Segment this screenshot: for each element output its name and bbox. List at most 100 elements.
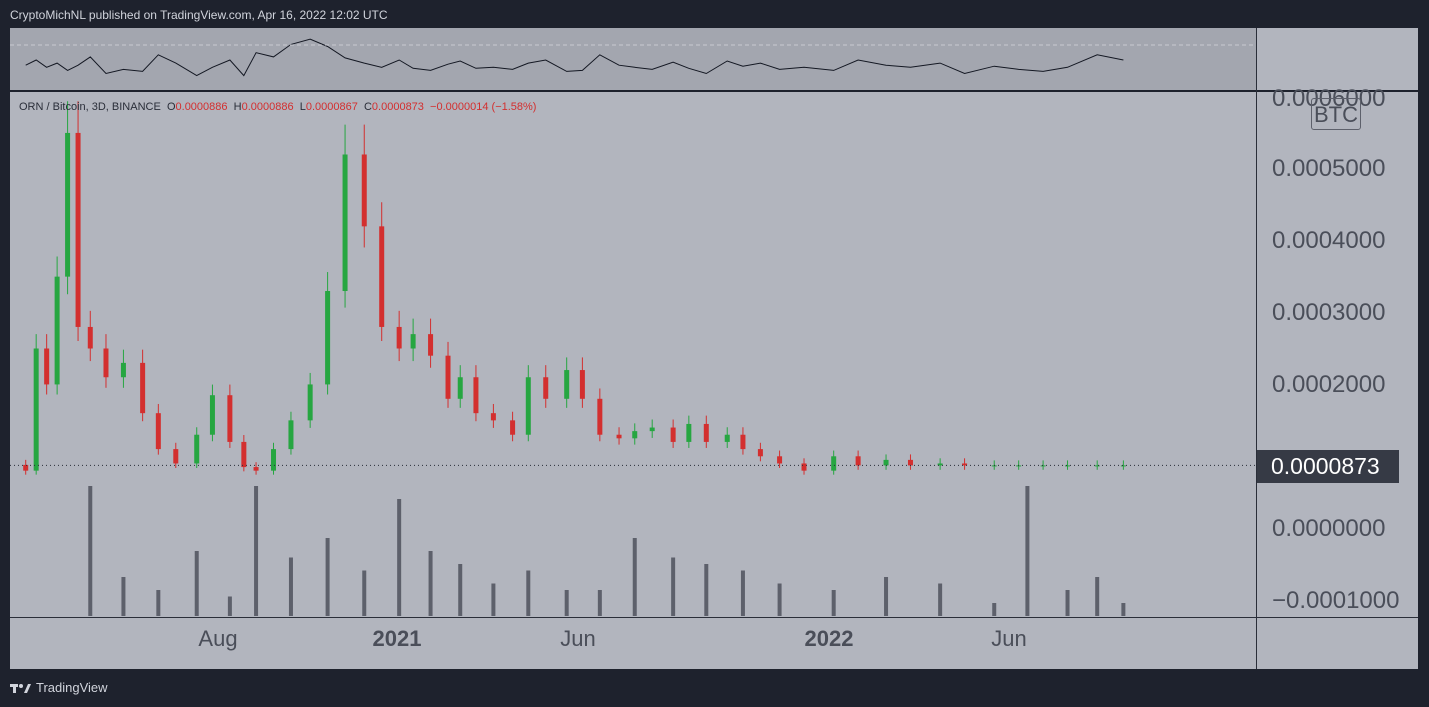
close-label: C (364, 101, 372, 113)
volume-bar (1121, 603, 1125, 616)
candle-body (908, 460, 913, 466)
time-tick: Aug (198, 626, 237, 652)
candle-body (473, 377, 478, 413)
volume-bar (121, 577, 125, 616)
volume-bar (598, 590, 602, 616)
candle-layer (23, 101, 1126, 474)
volume-bar (832, 590, 836, 616)
candle-body (227, 395, 232, 442)
rsi-line-layer (10, 39, 1256, 75)
volume-bar (526, 571, 530, 617)
candle-body (564, 370, 569, 399)
candle-body (597, 399, 602, 435)
price-tick: 0.0005000 (1272, 155, 1385, 183)
candle-body (34, 349, 39, 471)
volume-bar (565, 590, 569, 616)
candle-body (23, 465, 28, 471)
volume-bar (938, 584, 942, 617)
candle-body (397, 327, 402, 349)
tradingview-logo-icon (10, 682, 32, 694)
candle-body (650, 428, 655, 432)
high-label: H (234, 101, 242, 113)
volume-bar (1095, 577, 1099, 616)
candle-body (831, 456, 836, 470)
volume-layer (88, 486, 1125, 616)
volume-bar (884, 577, 888, 616)
candle-body (884, 460, 889, 466)
candle-body (362, 154, 367, 226)
time-tick: Jun (991, 626, 1026, 652)
candle-body (271, 449, 276, 471)
candle-body (777, 456, 782, 463)
candle-body (580, 370, 585, 399)
candle-body (526, 377, 531, 434)
open-value: 0.0000886 (176, 101, 228, 113)
symbol-legend: ORN / Bitcoin, 3D, BINANCE O0.0000886 H0… (19, 101, 536, 113)
volume-bar (254, 486, 258, 616)
time-tick: Jun (560, 626, 595, 652)
high-value: 0.0000886 (242, 101, 294, 113)
candle-body (121, 363, 126, 377)
candle-body (210, 395, 215, 435)
change-value: −0.0000014 (−1.58%) (430, 101, 536, 113)
open-label: O (167, 101, 176, 113)
volume-bar (88, 486, 92, 616)
candle-body (343, 154, 348, 291)
currency-label[interactable]: BTC (1311, 98, 1361, 130)
volume-bar (289, 558, 293, 617)
candle-body (428, 334, 433, 356)
current-price-label: 0.0000873 (1257, 450, 1399, 483)
candle-body (856, 456, 861, 465)
price-tick: 0.0000000 (1272, 515, 1385, 543)
tradingview-footer[interactable]: TradingView (10, 680, 108, 695)
candle-body (671, 428, 676, 442)
volume-bar (704, 564, 708, 616)
price-tick: 0.0004000 (1272, 227, 1385, 255)
candle-body (632, 431, 637, 438)
time-tick: 2022 (805, 626, 854, 652)
low-value: 0.0000867 (306, 101, 358, 113)
time-tick: 2021 (373, 626, 422, 652)
candle-body (173, 449, 178, 463)
volume-bar (397, 499, 401, 616)
candle-body (308, 384, 313, 420)
candle-body (65, 133, 70, 277)
price-tick: −0.0001000 (1272, 587, 1399, 615)
close-value: 0.0000873 (372, 101, 424, 113)
volume-bar (326, 538, 330, 616)
symbol-name: ORN / Bitcoin, 3D, BINANCE (19, 101, 161, 113)
candle-body (704, 424, 709, 442)
price-tick: 0.0003000 (1272, 299, 1385, 327)
candle-body (156, 413, 161, 449)
volume-bar (778, 584, 782, 617)
volume-bar (1025, 486, 1029, 616)
candle-body (325, 291, 330, 384)
candle-body (55, 277, 60, 385)
volume-bar (429, 551, 433, 616)
candle-body (617, 435, 622, 439)
candle-body (686, 424, 691, 442)
tradingview-brand: TradingView (36, 680, 108, 695)
volume-bar (671, 558, 675, 617)
price-tick: 0.0002000 (1272, 371, 1385, 399)
candle-body (758, 449, 763, 456)
volume-bar (992, 603, 996, 616)
candle-body (1121, 465, 1126, 466)
volume-bar (741, 571, 745, 617)
volume-bar (458, 564, 462, 616)
candle-body (1065, 465, 1070, 466)
volume-bar (156, 590, 160, 616)
candle-body (379, 226, 384, 327)
volume-bar (228, 597, 232, 617)
candle-body (76, 133, 81, 327)
candle-body (88, 327, 93, 349)
candle-body (510, 420, 515, 434)
volume-bar (1066, 590, 1070, 616)
candle-body (103, 349, 108, 378)
candle-body (44, 349, 49, 385)
candle-body (543, 377, 548, 399)
candle-body (288, 420, 293, 449)
candle-body (458, 377, 463, 399)
volume-bar (633, 538, 637, 616)
candle-body (1041, 465, 1046, 466)
